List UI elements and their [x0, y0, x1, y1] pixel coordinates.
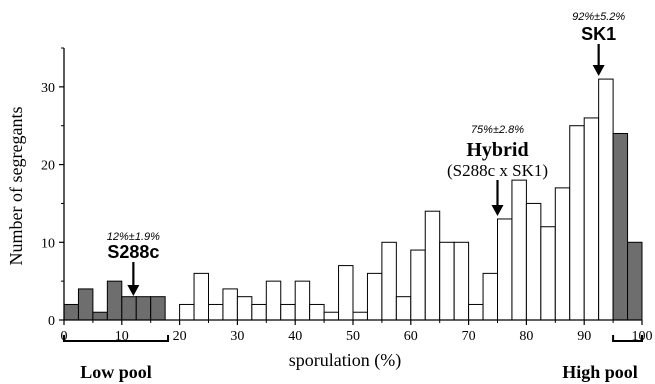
- histogram-bar: [323, 311, 340, 321]
- pool-high-pool: High pool: [562, 335, 643, 382]
- annotation-stat: 12%±1.9%: [107, 231, 160, 243]
- histogram-bar: [338, 265, 354, 321]
- annotation-s288c: 12%±1.9%S288c: [107, 231, 160, 296]
- histogram-bar: [583, 117, 600, 321]
- pool-label: High pool: [562, 362, 638, 382]
- x-axis-ticks: 0 10 20 30 40 50 60 70 80 90 100: [61, 320, 653, 344]
- histogram-bars: [63, 78, 643, 321]
- histogram-bar: [106, 280, 123, 321]
- pool-label: Low pool: [80, 362, 152, 382]
- x-tick-label: 60: [404, 329, 418, 344]
- histogram-bar: [294, 280, 311, 321]
- histogram-bar: [92, 311, 108, 321]
- histogram-bar: [208, 303, 224, 321]
- pool-bracket: [63, 335, 170, 342]
- histogram-bar: [439, 241, 455, 321]
- histogram-bar: [482, 272, 498, 321]
- histogram-bar: [381, 241, 397, 321]
- x-tick-label: 20: [173, 329, 187, 344]
- histogram-bar: [77, 288, 94, 321]
- y-tick-label: 20: [41, 159, 55, 174]
- histogram-bar: [598, 78, 614, 321]
- x-axis-label: sporulation (%): [289, 350, 401, 371]
- x-tick-label: 40: [288, 329, 302, 344]
- histogram-bar: [395, 296, 412, 321]
- histogram-bar: [453, 241, 470, 321]
- annotation-sublabel: (S288c x SK1): [447, 161, 548, 180]
- histogram-bar: [540, 226, 556, 321]
- histogram-bar: [366, 272, 383, 321]
- arrow-head: [127, 285, 140, 296]
- histogram-bar: [150, 296, 166, 321]
- y-axis-label: Number of segregants: [6, 107, 26, 266]
- histogram-bar: [251, 303, 267, 321]
- histogram-bar: [135, 296, 152, 321]
- annotation-sk1: 92%±5.2%SK1: [572, 11, 625, 76]
- annotation-hybrid: 75%±2.8% Hybrid(S288c x SK1): [447, 124, 548, 216]
- x-tick-label: 50: [346, 329, 360, 344]
- histogram-bar: [236, 296, 253, 321]
- y-tick-label: 10: [41, 236, 55, 251]
- histogram-bar: [352, 311, 368, 321]
- histogram-bar: [525, 202, 542, 321]
- y-tick-label: 30: [41, 81, 55, 96]
- y-axis-ticks: 0 10 20 30: [41, 47, 64, 329]
- x-tick-label: 70: [462, 329, 476, 344]
- annotation-stat: 92%±5.2%: [572, 11, 625, 23]
- histogram-bar: [309, 303, 325, 321]
- histogram-bar: [193, 272, 210, 321]
- y-tick-label: 0: [48, 314, 55, 329]
- arrow-head: [491, 205, 504, 216]
- annotation-label: Hybrid: [466, 139, 528, 161]
- histogram-bar: [511, 179, 527, 321]
- histogram-bar: [280, 303, 296, 321]
- strain-annotations: 12%±1.9%S288c 75%±2.8% Hybrid(S288c x SK1)…: [107, 11, 625, 296]
- histogram-bar: [554, 187, 571, 321]
- histogram-bar: [179, 303, 195, 321]
- histogram-bar: [63, 303, 79, 321]
- pool-brackets: Low pool High pool: [63, 335, 643, 382]
- histogram-bar: [612, 132, 629, 321]
- histogram-bar: [468, 303, 484, 321]
- annotation-stat: 75%±2.8%: [471, 124, 524, 136]
- annotation-label: SK1: [581, 24, 616, 44]
- pool-bracket: [612, 335, 643, 342]
- histogram-bar: [121, 296, 137, 321]
- histogram-bar: [627, 241, 643, 321]
- arrow-head: [592, 65, 605, 76]
- histogram-bar: [410, 249, 426, 321]
- histogram-bar: [569, 125, 585, 321]
- annotation-label: S288c: [107, 242, 159, 262]
- pool-low-pool: Low pool: [63, 335, 170, 382]
- x-tick-label: 30: [230, 329, 244, 344]
- x-tick-label: 80: [519, 329, 533, 344]
- histogram-bar: [497, 218, 513, 321]
- x-tick-label: 90: [577, 329, 591, 344]
- histogram-bar: [265, 280, 282, 321]
- histogram-bar: [222, 288, 238, 321]
- histogram-bar: [424, 210, 441, 321]
